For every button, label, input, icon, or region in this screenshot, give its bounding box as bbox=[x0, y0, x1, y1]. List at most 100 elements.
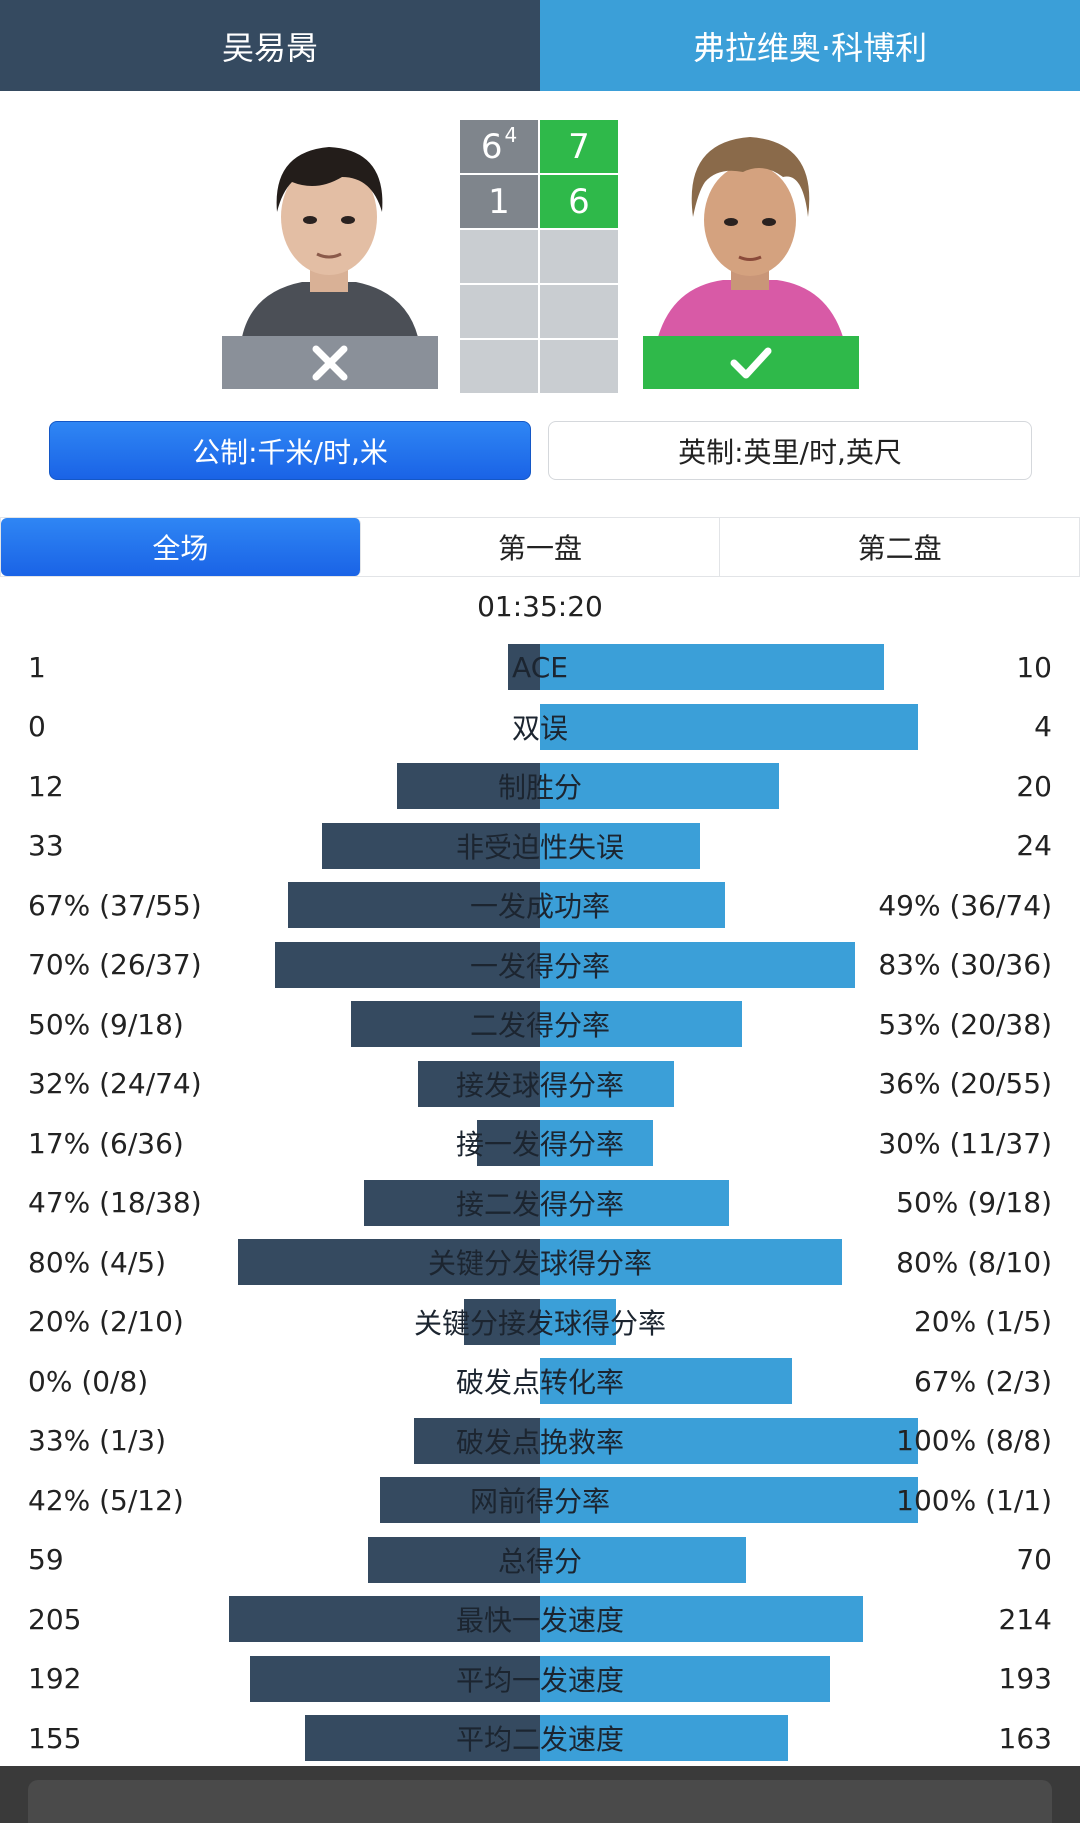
player2-stat-value: 67% (2/3) bbox=[913, 1364, 1052, 1398]
player2-stat-bar bbox=[540, 703, 918, 750]
player2-stat-bar bbox=[540, 1358, 792, 1404]
player1-stat-bar bbox=[288, 882, 540, 928]
player1-stat-bar bbox=[275, 941, 540, 988]
player1-stat-value: 50% (9/18) bbox=[28, 1007, 184, 1041]
empty-score-cell bbox=[460, 340, 538, 393]
player1-photo bbox=[222, 122, 436, 337]
player1-stat-bar bbox=[229, 1596, 540, 1642]
player2-stat-bar bbox=[540, 1536, 746, 1583]
cross-icon bbox=[312, 345, 348, 380]
player2-stat-bar bbox=[540, 1715, 788, 1761]
player-photo-icon bbox=[643, 122, 857, 337]
player1-stat-bar bbox=[364, 1179, 540, 1226]
player1-result-badge bbox=[222, 336, 438, 389]
stat-row: 破发点挽救率 33% (1/3) 100% (8/8) bbox=[0, 1417, 1080, 1478]
stat-row: 一发得分率 70% (26/37) 83% (30/36) bbox=[0, 941, 1080, 1002]
empty-score-cell bbox=[540, 340, 618, 393]
player1-stat-value: 205 bbox=[28, 1602, 82, 1636]
stat-row: 接一发得分率 17% (6/36) 30% (11/37) bbox=[0, 1120, 1080, 1180]
player1-stat-value: 47% (18/38) bbox=[28, 1186, 202, 1219]
stat-row: 双误 0 4 bbox=[0, 703, 1080, 764]
metric-unit-button[interactable]: 公制:千米/时,米 bbox=[49, 421, 531, 480]
player2-stat-bar bbox=[540, 1120, 653, 1166]
player1-name: 吴易昺 bbox=[0, 0, 540, 91]
tab-set-1[interactable]: 第一盘 bbox=[361, 518, 721, 576]
stat-row: 制胜分 12 20 bbox=[0, 763, 1080, 823]
player2-stat-value: 10 bbox=[1016, 650, 1052, 684]
player1-stat-value: 155 bbox=[28, 1721, 82, 1755]
player1-stat-value: 17% (6/36) bbox=[28, 1126, 184, 1160]
player2-stat-value: 80% (8/10) bbox=[896, 1245, 1052, 1279]
player1-stat-value: 32% (24/74) bbox=[28, 1067, 202, 1100]
player1-stat-bar bbox=[305, 1715, 540, 1761]
player2-stat-bar bbox=[540, 1298, 616, 1345]
bottom-bar bbox=[0, 1766, 1080, 1823]
stat-row: 二发得分率 50% (9/18) 53% (20/38) bbox=[0, 1001, 1080, 1061]
player2-stat-value: 50% (9/18) bbox=[896, 1186, 1052, 1219]
stat-row: 关键分接发球得分率 20% (2/10) 20% (1/5) bbox=[0, 1298, 1080, 1359]
player1-stat-bar bbox=[397, 763, 540, 809]
check-icon bbox=[730, 347, 772, 378]
player2-stat-bar bbox=[540, 1001, 742, 1047]
player1-stat-value: 0 bbox=[28, 710, 46, 743]
empty-score-cell bbox=[540, 230, 618, 283]
player2-stat-value: 49% (36/74) bbox=[878, 888, 1052, 922]
match-header: 吴易昺 弗拉维奥·科博利 bbox=[0, 0, 1080, 91]
player2-stat-value: 4 bbox=[1034, 710, 1052, 743]
empty-score-cell bbox=[460, 230, 538, 283]
player1-stat-bar bbox=[238, 1239, 540, 1285]
player2-stat-value: 83% (30/36) bbox=[878, 948, 1052, 981]
stat-row: 接发球得分率 32% (24/74) 36% (20/55) bbox=[0, 1060, 1080, 1121]
player1-stat-value: 80% (4/5) bbox=[28, 1245, 167, 1279]
tab-full-match[interactable]: 全场 bbox=[1, 518, 361, 576]
player2-stat-bar bbox=[540, 1477, 918, 1523]
player2-stat-value: 100% (8/8) bbox=[896, 1424, 1052, 1457]
set-row-empty bbox=[460, 340, 620, 393]
stat-row: 最快一发速度 205 214 bbox=[0, 1596, 1080, 1656]
player2-stat-bar bbox=[540, 1179, 729, 1226]
player1-stat-value: 70% (26/37) bbox=[28, 948, 202, 981]
player2-stat-bar bbox=[540, 1060, 674, 1107]
player1-set2-score: 1 bbox=[460, 175, 538, 228]
stat-row: 总得分 59 70 bbox=[0, 1536, 1080, 1597]
player1-stat-bar bbox=[368, 1536, 540, 1583]
player1-stat-bar bbox=[351, 1001, 540, 1047]
imperial-unit-button[interactable]: 英制:英里/时,英尺 bbox=[548, 421, 1032, 480]
player1-stat-value: 0% (0/8) bbox=[28, 1364, 149, 1398]
stat-row: 网前得分率 42% (5/12) 100% (1/1) bbox=[0, 1477, 1080, 1537]
tab-set-2[interactable]: 第二盘 bbox=[857, 532, 942, 565]
player1-stat-value: 20% (2/10) bbox=[28, 1305, 184, 1338]
player2-stat-value: 20% (1/5) bbox=[913, 1305, 1052, 1338]
player2-stat-value: 193 bbox=[998, 1662, 1052, 1695]
player2-stat-value: 214 bbox=[998, 1602, 1052, 1636]
stat-row: ACE 1 10 bbox=[0, 644, 1080, 704]
player2-stat-value: 36% (20/55) bbox=[878, 1067, 1052, 1100]
player2-stat-bar bbox=[540, 1417, 918, 1464]
player2-stat-value: 24 bbox=[1016, 829, 1052, 862]
player1-stat-value: 33 bbox=[28, 829, 64, 862]
player1-stat-value: 192 bbox=[28, 1662, 82, 1695]
stat-row: 平均一发速度 192 193 bbox=[0, 1655, 1080, 1716]
player2-stat-value: 30% (11/37) bbox=[878, 1126, 1052, 1160]
player2-stat-bar bbox=[540, 1239, 842, 1285]
player1-stat-bar bbox=[414, 1417, 540, 1464]
empty-score-cell bbox=[460, 285, 538, 338]
player1-stat-value: 42% (5/12) bbox=[28, 1483, 184, 1517]
player2-stat-value: 100% (1/1) bbox=[896, 1483, 1052, 1517]
player2-stat-value: 70 bbox=[1016, 1543, 1052, 1576]
player2-stat-value: 20 bbox=[1016, 769, 1052, 803]
player1-stat-bar bbox=[380, 1477, 540, 1523]
player2-stat-bar bbox=[540, 882, 725, 928]
player2-set1-score: 7 bbox=[540, 120, 618, 173]
player2-stat-bar bbox=[540, 1596, 863, 1642]
player1-stat-value: 59 bbox=[28, 1543, 64, 1576]
player1-stat-bar bbox=[250, 1655, 540, 1702]
player1-stat-value: 12 bbox=[28, 769, 64, 803]
player1-stat-bar bbox=[477, 1120, 540, 1166]
player2-photo bbox=[643, 122, 857, 337]
stat-row: 一发成功率 67% (37/55) 49% (36/74) bbox=[0, 882, 1080, 942]
player2-result-badge bbox=[643, 336, 859, 389]
